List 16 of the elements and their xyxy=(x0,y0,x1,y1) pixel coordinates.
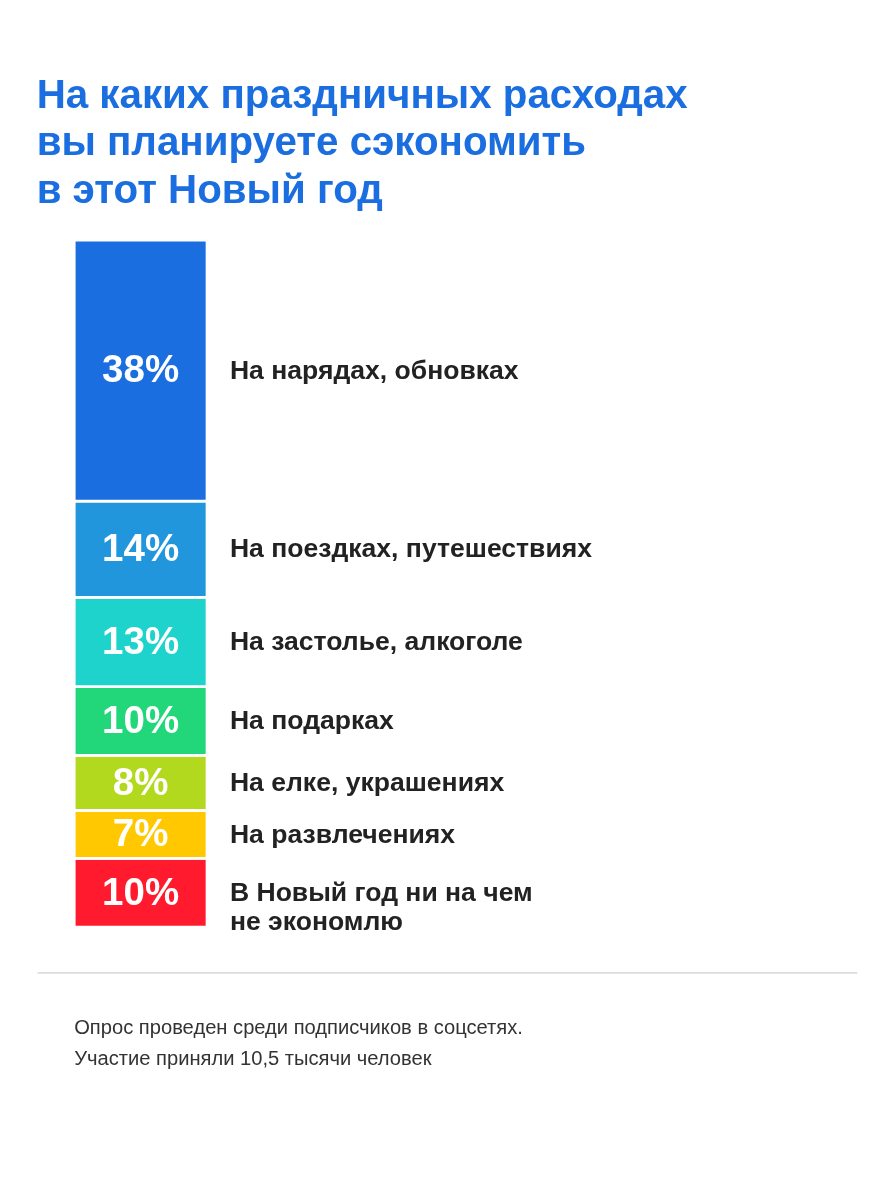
data-label: 13% xyxy=(102,618,180,662)
series-label: На елке, украшениях xyxy=(229,767,505,798)
text: На каких праздничных расходах вы планируете сэкономить в этот Новый год xyxy=(36,71,689,212)
series-label: На поездках, путешествиях xyxy=(229,533,593,564)
text: Опрос проведен среди подписчиков в соцсетях. Участие приняли 10,5 тысячи человек xyxy=(74,1016,523,1070)
data-label: 10% xyxy=(102,697,180,741)
series-label: На застолье, алкоголе xyxy=(229,626,523,657)
data-label: 7% xyxy=(112,811,169,855)
series-label: На подарках xyxy=(229,705,395,736)
series-label: В Новый год ни на чем не экономлю xyxy=(229,876,533,937)
data-label: 8% xyxy=(112,759,169,803)
series-label: На развлечениях xyxy=(229,818,456,849)
series-label: На нарядах, обновках xyxy=(229,354,519,385)
data-label: 10% xyxy=(102,869,180,913)
data-label: 38% xyxy=(102,347,180,391)
data-label: 14% xyxy=(102,526,180,570)
